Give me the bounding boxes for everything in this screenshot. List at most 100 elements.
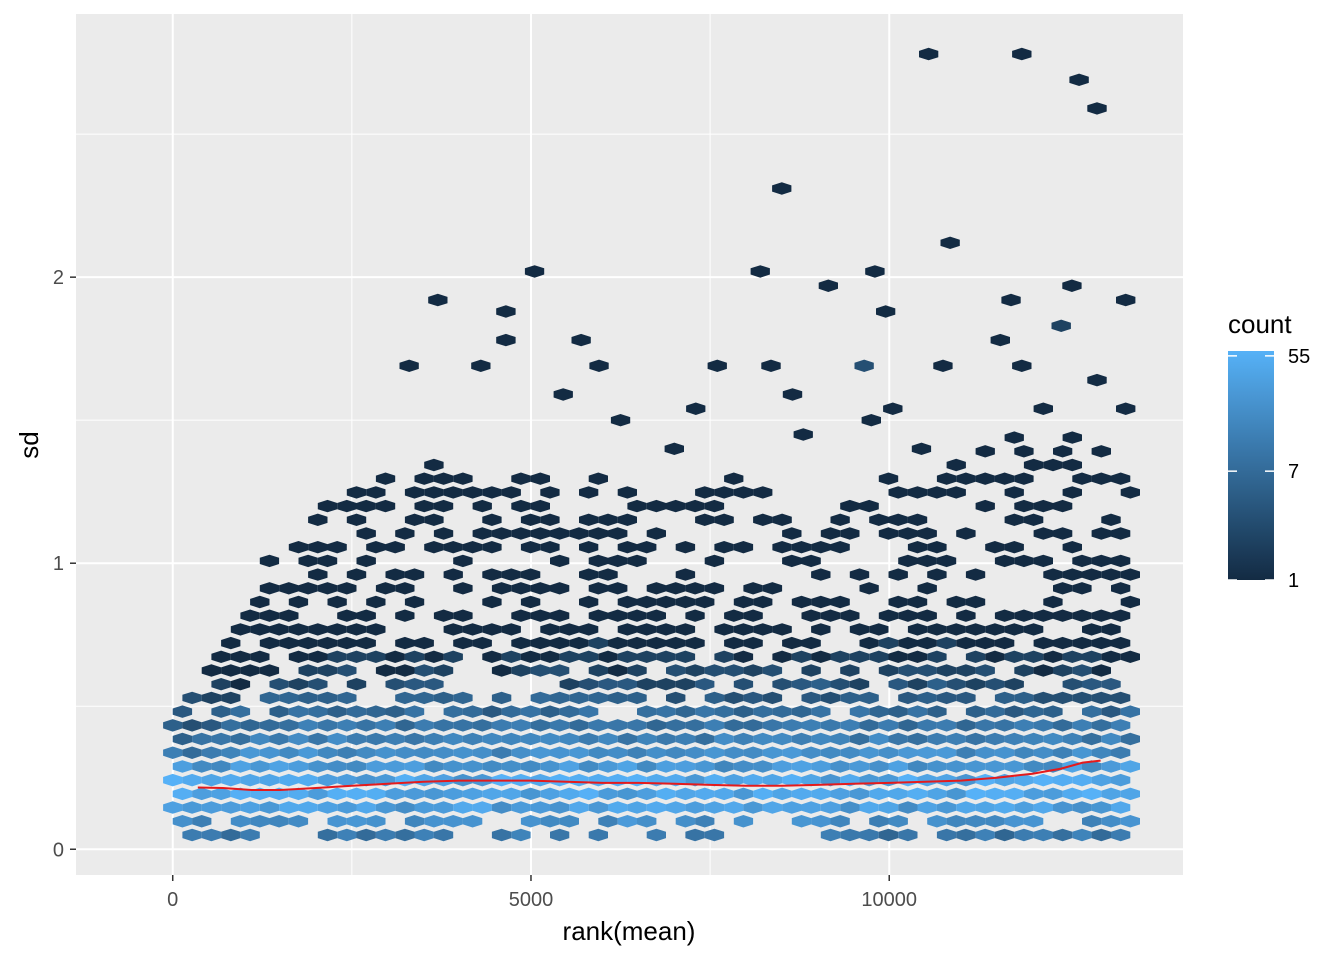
hex-cell — [646, 828, 666, 842]
hex-cell — [579, 486, 599, 499]
hex-cell — [404, 760, 425, 773]
hex-cell — [762, 746, 783, 759]
hex-cell — [888, 486, 908, 499]
y-tick-label: 0 — [53, 839, 64, 861]
hex-cell — [801, 636, 821, 650]
hex-cell — [675, 595, 696, 609]
hex-cell — [791, 815, 812, 828]
hex-cell — [617, 678, 637, 691]
hex-cell — [337, 582, 357, 595]
hex-cell — [404, 595, 425, 609]
hex-cell — [608, 664, 628, 677]
hex-cell — [733, 678, 754, 691]
hex-cell — [743, 664, 763, 677]
hex-cell — [317, 499, 338, 513]
hex-cell — [385, 678, 405, 691]
trend-line-group — [197, 759, 1101, 791]
hex-cell — [356, 499, 376, 513]
hex-cell — [975, 746, 995, 759]
hex-cell — [240, 746, 260, 759]
hex-cell — [491, 719, 512, 732]
hex-cell — [453, 746, 473, 759]
hex-cell — [501, 486, 521, 499]
hex-cell — [946, 458, 966, 472]
hex-cell — [791, 650, 812, 663]
hex-cell — [433, 499, 454, 513]
hex-cell — [298, 554, 318, 568]
hex-cell — [1082, 650, 1102, 663]
hex-cell — [240, 828, 260, 842]
hex-cell — [395, 691, 415, 705]
hex-cell — [849, 650, 870, 663]
hex-cell — [520, 595, 541, 609]
hex-cell — [443, 486, 463, 499]
hex-cell — [646, 636, 666, 650]
hex-cell — [491, 746, 512, 759]
hex-cell — [569, 636, 589, 650]
hex-cell — [511, 801, 531, 814]
hex-cell — [579, 623, 599, 636]
hex-cell — [840, 801, 860, 814]
hex-cell — [685, 746, 705, 759]
hex-cell-outlier — [883, 402, 903, 415]
hex-cell — [1053, 499, 1073, 513]
hex-cell-outlier — [1012, 359, 1032, 372]
hex-cell — [1004, 431, 1024, 444]
hex-cell-outlier — [1033, 402, 1053, 415]
hex-cell-outlier — [707, 359, 727, 372]
hex-cell — [1053, 773, 1073, 787]
hex-cell — [1082, 705, 1102, 718]
hex-cell — [985, 678, 1005, 691]
hex-cell — [550, 582, 570, 595]
hex-cell — [588, 801, 608, 814]
hex-cell — [733, 595, 754, 609]
hex-cell — [762, 719, 783, 732]
hex-cell — [520, 815, 541, 828]
hex-cell-outlier — [1069, 73, 1089, 86]
hex-cell — [1091, 664, 1111, 677]
hex-cell — [1101, 678, 1121, 691]
hex-cell — [240, 773, 260, 787]
hex-cell — [298, 636, 318, 650]
hex-cell — [840, 664, 860, 677]
hex-cell — [1043, 705, 1063, 718]
hex-cell — [579, 760, 599, 773]
hex-cell — [317, 554, 338, 568]
hex-cell — [414, 828, 434, 842]
hex-cell — [1014, 472, 1034, 485]
legend-title: count — [1228, 309, 1292, 339]
hex-cell — [733, 623, 754, 636]
hex-cell — [482, 623, 502, 636]
hex-cell — [1014, 719, 1034, 732]
hex-cell — [182, 691, 202, 705]
hex-cell — [288, 815, 309, 828]
hex-cell — [956, 636, 976, 650]
hex-cell — [898, 609, 918, 622]
hex-cell — [1120, 595, 1140, 609]
hex-cell — [395, 746, 415, 759]
hex-cell-outlier — [1001, 293, 1021, 307]
hex-cell — [975, 499, 995, 513]
hex-cell — [530, 609, 550, 622]
hex-cell — [927, 705, 947, 718]
hex-cell — [395, 527, 415, 540]
hex-cell — [356, 746, 376, 759]
hex-cell — [337, 719, 357, 732]
hex-cell — [617, 732, 637, 746]
hex-cell — [530, 527, 550, 540]
hex-cell — [356, 527, 376, 540]
hex-cell — [366, 787, 386, 801]
hex-cell — [288, 678, 309, 691]
hex-cell — [298, 773, 318, 787]
hex-cell — [298, 746, 318, 759]
hex-cell — [530, 801, 550, 814]
hex-cell — [424, 787, 444, 801]
hex-cell — [965, 650, 986, 663]
hex-cell — [637, 760, 657, 773]
hex-cell — [385, 568, 405, 581]
hex-cell — [724, 691, 744, 705]
hex-cell — [878, 746, 899, 759]
hex-cell — [675, 815, 696, 828]
hex-cell — [259, 664, 280, 677]
y-axis: 0 1 2 — [53, 267, 76, 861]
